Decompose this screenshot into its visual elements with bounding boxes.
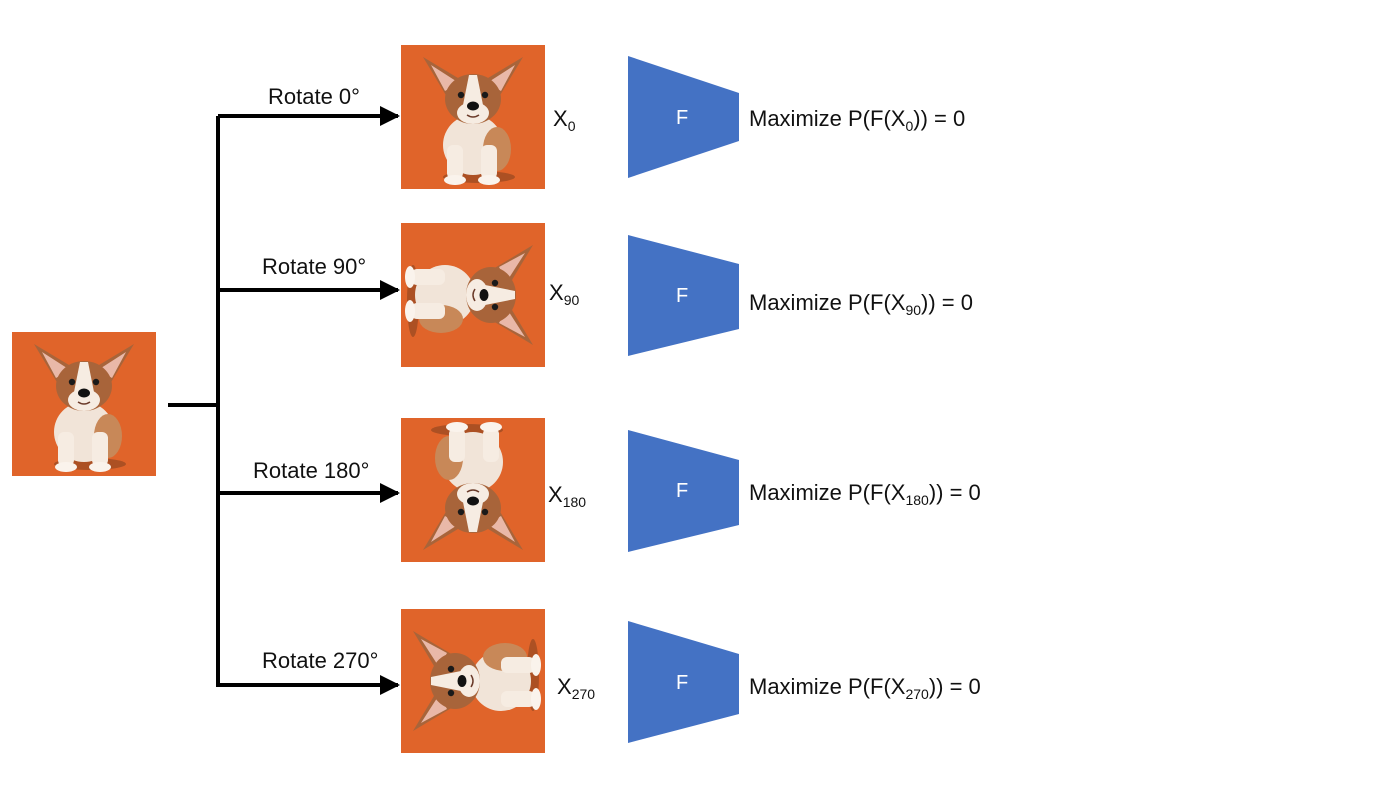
rotated-image-0: [400, 44, 546, 190]
network-trapezoid: [628, 621, 739, 743]
objective-label-90: Maximize P(F(X90)) = 0: [749, 290, 973, 318]
x-label-0: X0: [553, 106, 576, 134]
branch-rotate-90: F: [218, 222, 739, 368]
branch-rotate-270: F: [218, 608, 739, 754]
rotate-label-180: Rotate 180°: [253, 458, 370, 483]
rotated-image-270: [400, 608, 546, 754]
rotate-label-270: Rotate 270°: [262, 648, 379, 673]
network-label: F: [676, 285, 688, 307]
network-label: F: [676, 107, 688, 129]
network-trapezoid: [628, 430, 739, 552]
source-image: [11, 331, 157, 477]
network-trapezoid: [628, 56, 739, 178]
branch-rotate-180: F: [218, 417, 739, 563]
x-label-180: X180: [548, 482, 587, 510]
objective-label-270: Maximize P(F(X270)) = 0: [749, 674, 981, 702]
rotate-label-0: Rotate 0°: [268, 84, 360, 109]
rotated-image-180: [400, 417, 546, 563]
network-label: F: [676, 672, 688, 694]
objective-label-0: Maximize P(F(X0)) = 0: [749, 106, 966, 134]
network-label: F: [676, 480, 688, 502]
rotated-image-90: [400, 222, 546, 368]
branch-rotate-0: F: [218, 44, 739, 190]
rotate-label-90: Rotate 90°: [262, 254, 367, 279]
x-label-90: X90: [549, 280, 580, 308]
network-trapezoid: [628, 235, 739, 356]
objective-label-180: Maximize P(F(X180)) = 0: [749, 480, 981, 508]
x-label-270: X270: [557, 674, 596, 702]
